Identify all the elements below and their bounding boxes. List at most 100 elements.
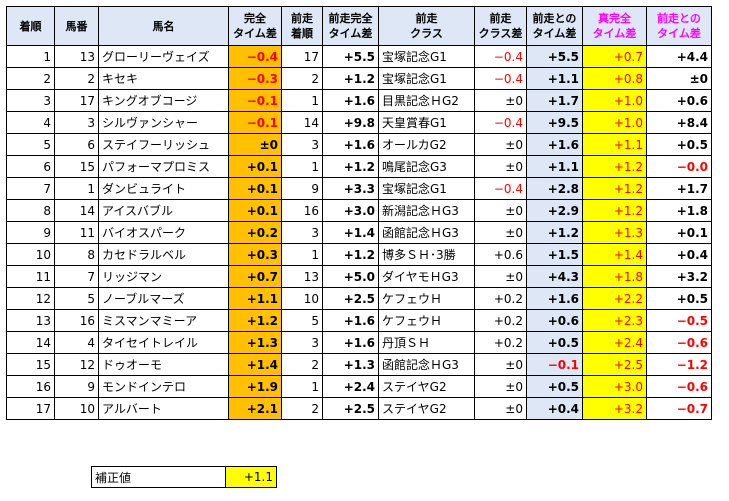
cell-prev-class: ケフェウＨ (378, 287, 475, 310)
cell-class-diff: ±0 (474, 375, 527, 398)
cell-horse-number: 13 (54, 45, 99, 68)
cell-complete-time-diff: −0.1 (228, 89, 282, 112)
cell-prev-class: 丹頂ＳＨ (378, 331, 475, 354)
table-row: 6 15 パフォーマプロミス +0.1 1 +1.2 鳴尾記念G3 ±0 +1.1 +1.2 −0.… (6, 155, 712, 178)
cell-diff-from-prev: +0.5 (646, 133, 712, 156)
cell-prev-rank: 3 (281, 133, 323, 156)
cell-prev-rank: 14 (281, 111, 323, 134)
cell-true-complete-time-diff: +1.2 (582, 177, 647, 200)
cell-prev-complete-time-diff: +3.0 (322, 199, 379, 222)
cell-diff-from-prev: +4.4 (646, 45, 712, 68)
cell-class-diff: +0.2 (474, 309, 527, 332)
cell-rank: 14 (6, 331, 55, 354)
table-row: 12 5 ノーブルマーズ +1.1 10 +2.5 ケフェウＨ +0.2 +1.6 +2.2 +0.… (6, 287, 712, 310)
cell-class-diff: −0.4 (474, 67, 527, 90)
cell-rank: 15 (6, 353, 55, 376)
cell-prev-complete-time-diff: +5.5 (322, 45, 379, 68)
cell-rank: 6 (6, 155, 55, 178)
cell-prev-complete-time-diff: +1.4 (322, 221, 379, 244)
table-row: 1 13 グローリーヴェイズ −0.4 17 +5.5 宝塚記念G1 −0.4 +5.5 +0.7… (6, 45, 712, 68)
cell-class-diff: ±0 (474, 353, 527, 376)
cell-rank: 12 (6, 287, 55, 310)
cell-horse-name: グローリーヴェイズ (98, 45, 229, 68)
cell-horse-number: 10 (54, 397, 99, 420)
cell-diff-from-prev: −0.7 (646, 397, 712, 420)
cell-horse-number: 7 (54, 265, 99, 288)
cell-rank: 7 (6, 177, 55, 200)
table-row: 9 11 バイオスパーク +0.2 3 +1.4 函館記念ＨG3 ±0 +1.2 +1.3 +0.1 (6, 221, 712, 244)
cell-class-diff: −0.4 (474, 45, 527, 68)
cell-prev-class: ダイヤモＨG3 (378, 265, 475, 288)
header-rank: 着順 (6, 6, 55, 46)
cell-horse-name: ステイフーリッシュ (98, 133, 229, 156)
cell-horse-name: リッジマン (98, 265, 229, 288)
cell-prev-class: 天皇賞春G1 (378, 111, 475, 134)
cell-class-diff: ±0 (474, 265, 527, 288)
cell-prev-class: 博多ＳＨ･3勝 (378, 243, 475, 266)
cell-diff-from-prev: +1.7 (646, 177, 712, 200)
header-prev-class: 前走 クラス (378, 6, 475, 46)
cell-horse-number: 16 (54, 309, 99, 332)
cell-horse-name: タイセイトレイル (98, 331, 229, 354)
header-complete-time-diff: 完全 タイム差 (228, 6, 282, 46)
table-row: 13 16 ミスマンマミーア +1.2 5 +1.6 ケフェウＨ +0.2 +0.6 +2.3 −0… (6, 309, 712, 332)
cell-true-complete-time-diff: +1.8 (582, 265, 647, 288)
cell-complete-time-diff: −0.4 (228, 45, 282, 68)
cell-horse-number: 8 (54, 243, 99, 266)
cell-vs-prev-time-diff: +1.5 (526, 243, 583, 266)
cell-complete-time-diff: +0.1 (228, 155, 282, 178)
cell-class-diff: +0.2 (474, 287, 527, 310)
cell-true-complete-time-diff: +0.8 (582, 67, 647, 90)
cell-horse-name: ノーブルマーズ (98, 287, 229, 310)
cell-rank: 11 (6, 265, 55, 288)
cell-diff-from-prev: +0.1 (646, 221, 712, 244)
correction-value: +1.1 (225, 466, 277, 488)
cell-complete-time-diff: +1.2 (228, 309, 282, 332)
cell-true-complete-time-diff: +2.4 (582, 331, 647, 354)
cell-prev-rank: 10 (281, 287, 323, 310)
cell-rank: 10 (6, 243, 55, 266)
cell-class-diff: ±0 (474, 397, 527, 420)
cell-true-complete-time-diff: +1.2 (582, 155, 647, 178)
cell-diff-from-prev: +0.5 (646, 287, 712, 310)
cell-diff-from-prev: −0.6 (646, 375, 712, 398)
cell-rank: 8 (6, 199, 55, 222)
cell-diff-from-prev: +3.2 (646, 265, 712, 288)
cell-prev-complete-time-diff: +1.2 (322, 243, 379, 266)
header-vs-prev-time-diff: 前走との タイム差 (526, 6, 583, 46)
cell-complete-time-diff: +0.1 (228, 199, 282, 222)
cell-class-diff: +0.6 (474, 243, 527, 266)
cell-true-complete-time-diff: +1.1 (582, 133, 647, 156)
header-prev-rank: 前走 着順 (281, 6, 323, 46)
cell-true-complete-time-diff: +1.2 (582, 199, 647, 222)
cell-class-diff: ±0 (474, 155, 527, 178)
header-row: 着順 馬番 馬名 完全 タイム差 前走 着順 前走完全 タイム差 前走 クラス 前走 クラ… (6, 6, 712, 46)
cell-horse-name: キングオブコージ (98, 89, 229, 112)
cell-prev-rank: 17 (281, 45, 323, 68)
cell-prev-complete-time-diff: +2.5 (322, 397, 379, 420)
cell-vs-prev-time-diff: +0.5 (526, 375, 583, 398)
table-row: 3 17 キングオブコージ −0.1 1 +1.6 目黒記念ＨG2 ±0 +1.7 +1.0 +0.… (6, 89, 712, 112)
cell-rank: 3 (6, 89, 55, 112)
header-horse-name: 馬名 (98, 6, 229, 46)
cell-horse-number: 17 (54, 89, 99, 112)
cell-true-complete-time-diff: +3.0 (582, 375, 647, 398)
cell-prev-class: 宝塚記念G1 (378, 177, 475, 200)
cell-class-diff: +0.2 (474, 331, 527, 354)
cell-class-diff: ±0 (474, 199, 527, 222)
cell-true-complete-time-diff: +1.0 (582, 89, 647, 112)
cell-true-complete-time-diff: +2.5 (582, 353, 647, 376)
cell-horse-number: 15 (54, 155, 99, 178)
cell-prev-complete-time-diff: +1.2 (322, 67, 379, 90)
cell-prev-complete-time-diff: +1.3 (322, 353, 379, 376)
cell-horse-name: バイオスパーク (98, 221, 229, 244)
cell-horse-number: 11 (54, 221, 99, 244)
header-true-complete-time-diff: 真完全 タイム差 (582, 6, 647, 46)
cell-horse-name: モンドインテロ (98, 375, 229, 398)
cell-prev-complete-time-diff: +9.8 (322, 111, 379, 134)
cell-horse-name: パフォーマプロミス (98, 155, 229, 178)
cell-horse-number: 14 (54, 199, 99, 222)
header-horse-number: 馬番 (54, 6, 99, 46)
cell-complete-time-diff: +1.3 (228, 331, 282, 354)
cell-vs-prev-time-diff: +9.5 (526, 111, 583, 134)
